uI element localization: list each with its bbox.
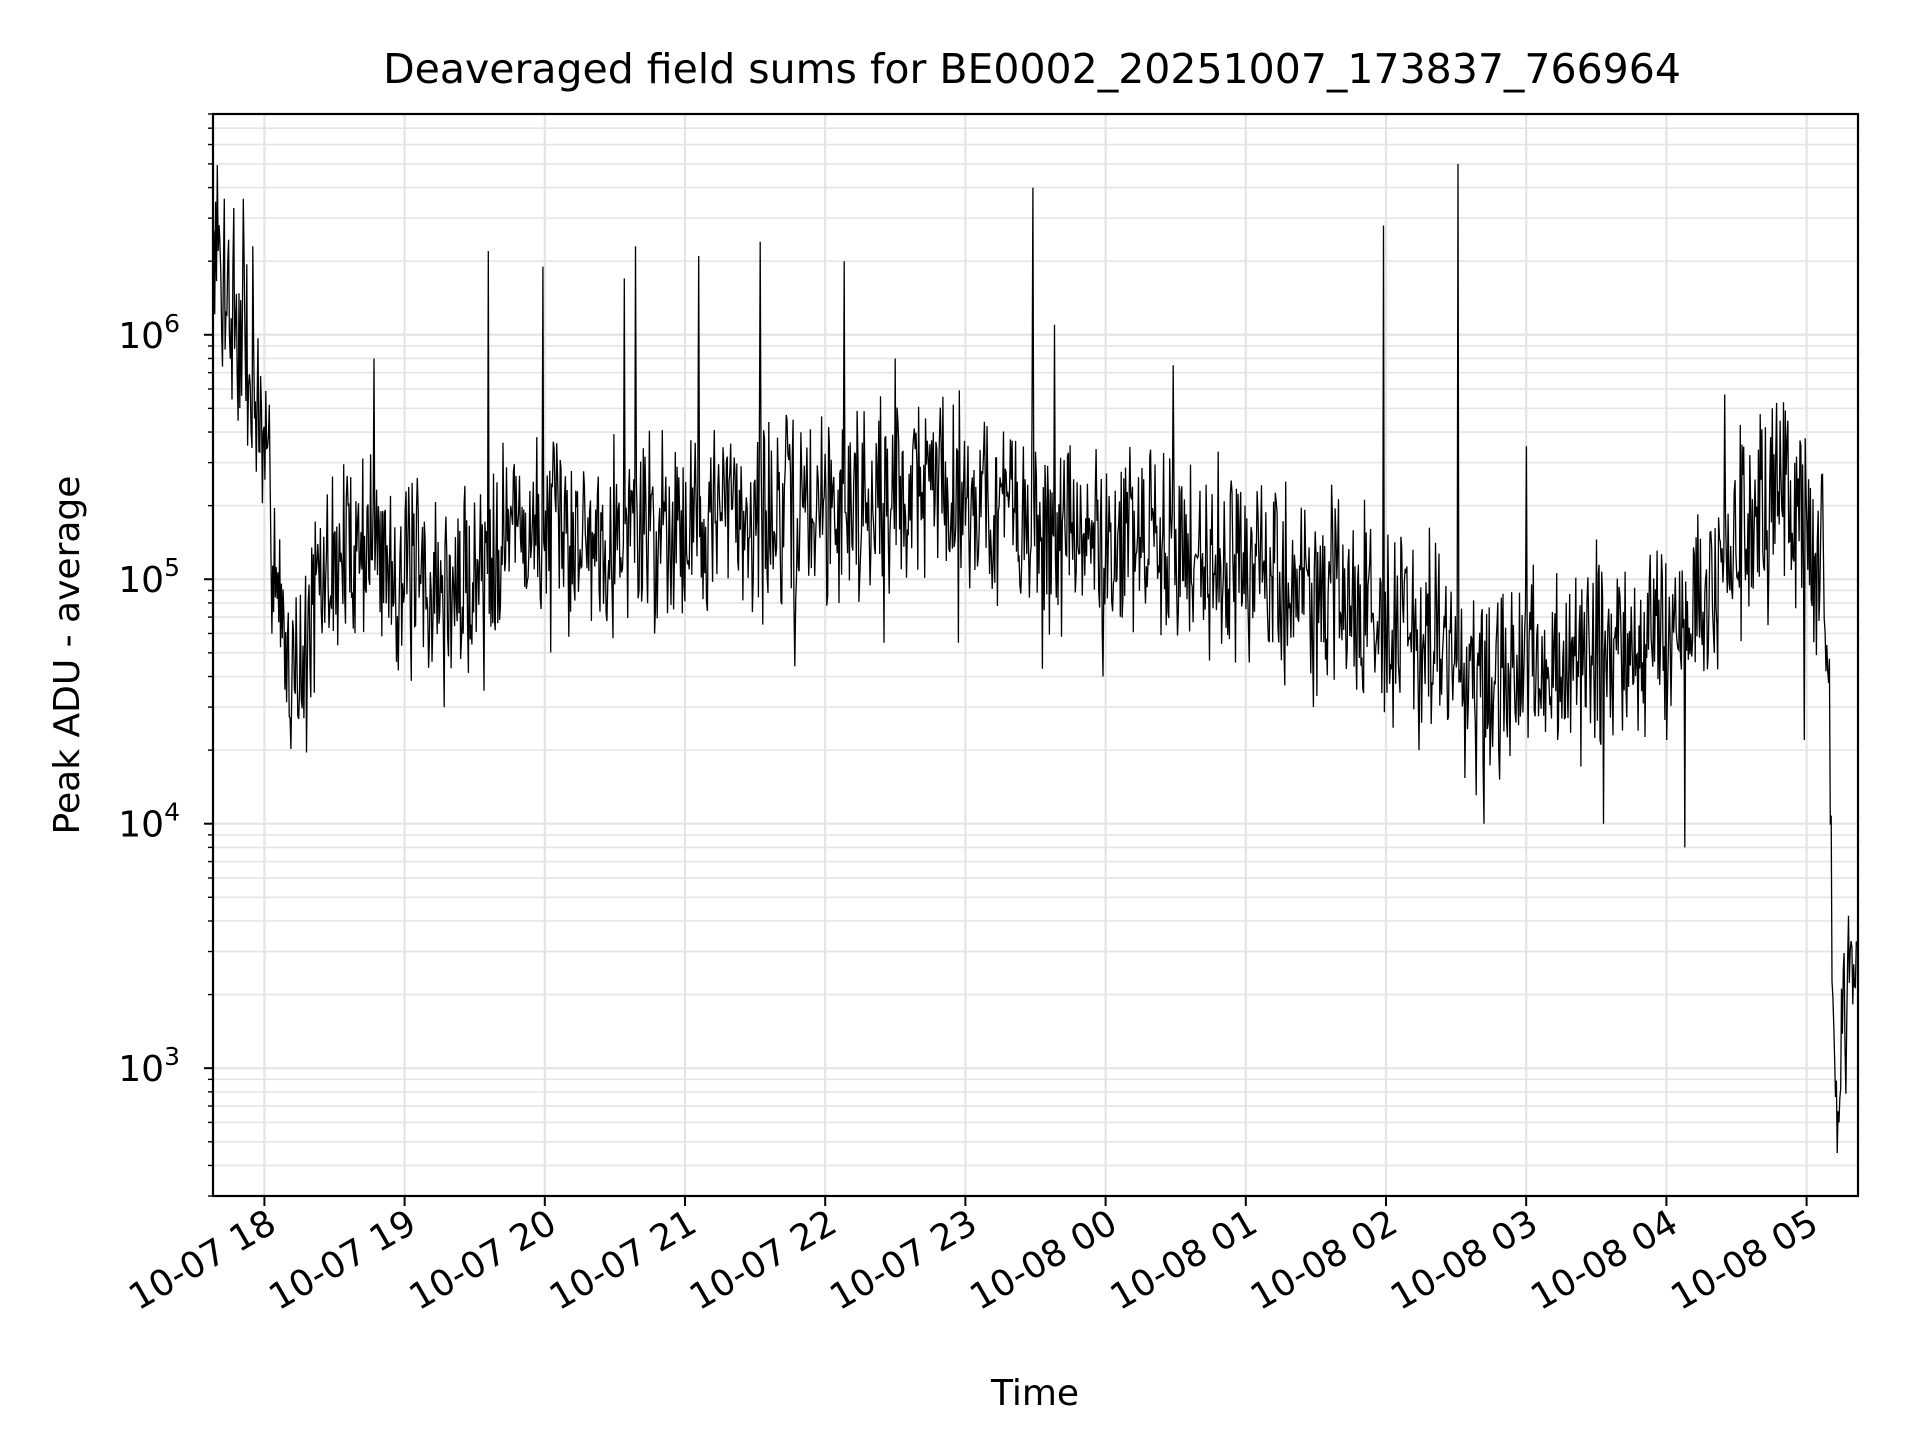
- x-axis-label: Time: [990, 1373, 1079, 1414]
- y-tick-label-exponent: 5: [164, 553, 180, 582]
- y-tick-label: 103: [118, 1042, 180, 1090]
- y-tick-label-base: 10: [118, 316, 164, 357]
- y-tick-label-exponent: 4: [164, 798, 180, 827]
- y-tick-label: 105: [118, 553, 180, 601]
- y-tick-label-base: 10: [118, 805, 164, 846]
- y-tick-label-exponent: 6: [164, 309, 180, 338]
- series-line: [212, 163, 1859, 1154]
- y-tick-label-base: 10: [118, 1049, 164, 1090]
- chart-title: Deaveraged field sums for BE0002_2025100…: [383, 45, 1681, 93]
- y-axis-label: Peak ADU - average: [47, 476, 88, 835]
- y-tick-label: 104: [118, 798, 180, 846]
- y-tick-label-base: 10: [118, 560, 164, 601]
- grid: [213, 113, 1858, 1197]
- plot-frame: [211, 112, 1860, 1198]
- y-tick-label-exponent: 3: [164, 1042, 180, 1071]
- series-path: [212, 163, 1859, 1154]
- y-tick-label: 106: [118, 309, 180, 357]
